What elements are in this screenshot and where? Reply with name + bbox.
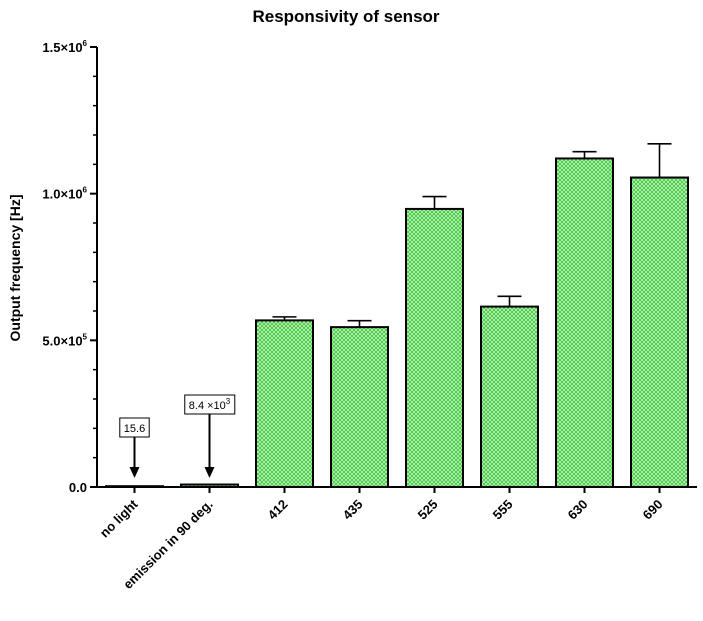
chart-title: Responsivity of sensor [252, 7, 439, 26]
category-label-6: 630 [565, 497, 591, 523]
bar-4 [405, 207, 464, 488]
bar-2 [255, 319, 314, 488]
bar-5 [480, 305, 539, 488]
category-label-4: 525 [415, 497, 441, 523]
category-label-3: 435 [340, 497, 366, 523]
y-tick-label-1: 5.0×105 [42, 332, 87, 348]
y-tick-label-2: 1.0×106 [42, 186, 87, 202]
category-label-5: 555 [490, 497, 516, 523]
category-label-2: 412 [265, 497, 291, 523]
y-axis-title: Output frequency [Hz] [7, 195, 23, 342]
y-tick-label-0: 0.0 [69, 480, 87, 495]
annotation-0: 15.6 [119, 417, 150, 478]
category-label-0: no light [97, 496, 141, 540]
annotation-1: 8.4 ×103 [184, 394, 236, 478]
bar-7 [630, 176, 689, 489]
annotation-label-0: 15.6 [124, 423, 145, 435]
annotation-label-1: 8.4 ×103 [189, 397, 231, 412]
bar-6 [555, 157, 614, 488]
annotation-arrow-head-1 [204, 467, 215, 478]
annotation-arrow-head-0 [129, 467, 140, 478]
y-tick-label-3: 1.5×106 [42, 39, 87, 55]
bar-3 [330, 326, 389, 488]
category-label-7: 690 [640, 497, 666, 523]
